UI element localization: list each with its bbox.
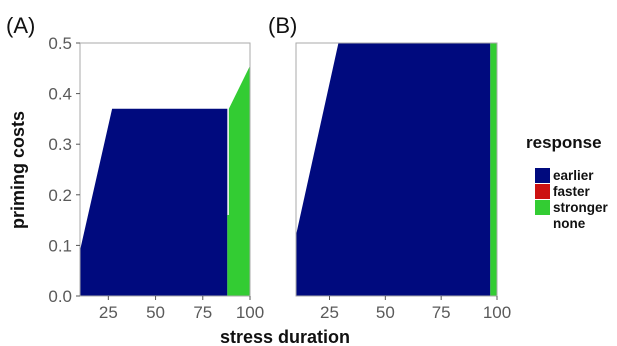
x-tick-label: 50 [376,303,395,322]
panel-b-label: (B) [268,13,297,38]
x-tick-label: 75 [193,303,212,322]
panel-a: (A) 0.0 0.1 0.2 0.3 0.4 0.5 25 50 75 100 [6,13,264,322]
x-tick-label: 100 [483,303,511,322]
panel-b-frame [295,42,498,297]
legend-swatch-none [535,216,550,231]
x-tick-label: 25 [320,303,339,322]
region-stronger-panel-b [490,43,497,296]
legend-swatch-earlier [535,168,550,183]
y-tick-label: 0.2 [48,186,72,205]
region-earlier-panel-a [80,108,228,296]
x-tick-label: 100 [236,303,264,322]
x-tick-label: 50 [146,303,165,322]
y-tick-label: 0.5 [48,34,72,53]
legend-label-stronger: stronger [553,200,609,215]
region-stronger-panel-a [227,65,250,297]
panel-a-frame [79,42,251,297]
y-tick-label: 0.0 [48,287,72,306]
y-tick-label: 0.3 [48,135,72,154]
y-axis-title: priming costs [8,111,28,229]
legend-swatch-faster [535,184,550,199]
legend-label-none: none [553,216,586,231]
panel-a-label: (A) [6,13,35,38]
legend-swatch-stronger [535,200,550,215]
y-tick-label: 0.1 [48,236,72,255]
panel-b: (B) 25 50 75 100 [268,13,511,322]
legend-label-faster: faster [553,184,591,199]
x-axis-title: stress duration [220,327,350,346]
legend-title: response [526,133,602,152]
x-tick-label: 75 [432,303,451,322]
region-earlier-panel-b [296,43,491,296]
legend-label-earlier: earlier [553,168,594,183]
x-tick-label: 25 [99,303,118,322]
y-tick-label: 0.4 [48,85,72,104]
